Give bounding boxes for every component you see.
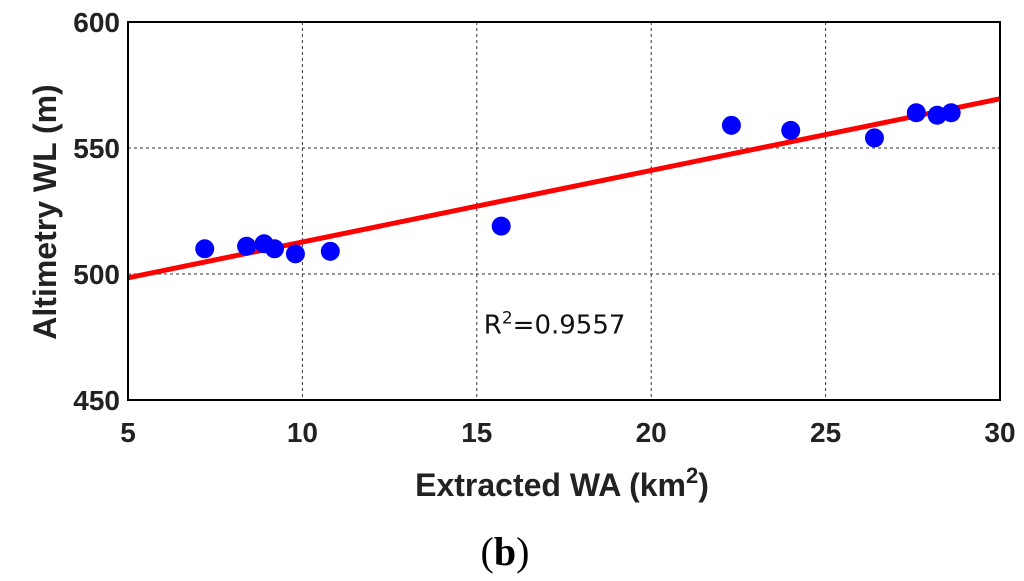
data-point [285, 244, 305, 264]
data-point [941, 103, 961, 123]
y-tick-label: 450 [73, 385, 120, 416]
x-axis-title: Extracted WA (km2) [415, 463, 709, 503]
panel-label-letter: b [494, 529, 516, 574]
x-axis-title-end: ) [698, 467, 709, 503]
y-tick-label: 550 [73, 133, 120, 164]
x-tick-label: 30 [984, 417, 1015, 448]
r-squared-value: =0.9557 [513, 310, 626, 340]
data-point [237, 236, 257, 256]
panel-label-open: ( [481, 529, 494, 574]
grid-lines [128, 22, 1000, 400]
data-point [320, 241, 340, 261]
y-tick-label: 500 [73, 259, 120, 290]
x-axis-title-superscript: 2 [686, 463, 698, 488]
data-point [781, 120, 801, 140]
x-tick-label: 5 [120, 417, 136, 448]
r-squared-annotation: R2=0.9557 [484, 308, 626, 340]
data-point [264, 239, 284, 259]
panel-label-close: ) [516, 529, 529, 574]
y-axis-title: Altimetry WL (m) [27, 84, 63, 339]
r-squared-prefix: R [484, 310, 502, 340]
x-tick-labels: 5 10 15 20 25 30 [120, 417, 1015, 448]
r-squared-superscript: 2 [502, 308, 513, 328]
y-tick-labels: 450 500 550 600 [73, 7, 120, 416]
x-tick-label: 25 [810, 417, 841, 448]
x-tick-label: 15 [461, 417, 492, 448]
x-tick-label: 10 [287, 417, 318, 448]
data-point [195, 239, 215, 259]
plot-frame [127, 21, 1001, 401]
x-tick-label: 20 [636, 417, 667, 448]
panel-label: (b) [481, 529, 530, 574]
data-point [721, 115, 741, 135]
x-axis-title-main: Extracted WA (km [415, 467, 686, 503]
data-point [864, 128, 884, 148]
y-tick-label: 600 [73, 7, 120, 38]
data-point [491, 216, 511, 236]
data-point [906, 103, 926, 123]
data-points [195, 103, 961, 264]
